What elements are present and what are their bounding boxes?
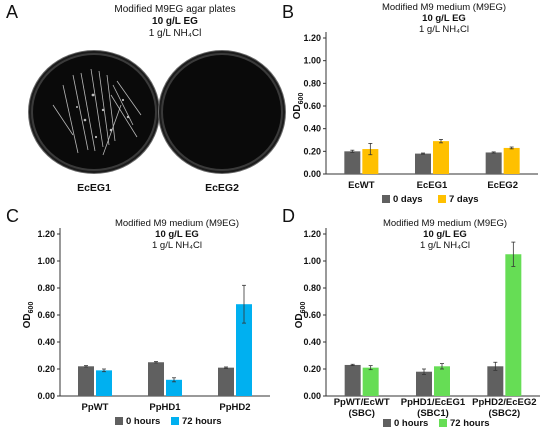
- plate-label-ecEG1: EcEG1: [77, 182, 111, 194]
- y-tick-label: 0.60: [303, 310, 321, 320]
- agar-plate-ecEG2: [163, 55, 281, 169]
- chart-title-line: 1 g/L NH₄Cl: [420, 240, 470, 251]
- bar: [362, 367, 379, 396]
- chart-b: Modified M9 medium (M9EG)10 g/L EG1 g/L …: [292, 2, 538, 205]
- chart-title-line: 1 g/L NH₄Cl: [419, 24, 469, 35]
- y-tick-label: 0.20: [37, 364, 55, 374]
- legend-swatch: [383, 419, 391, 427]
- chart-title-line: 10 g/L EG: [155, 229, 199, 240]
- x-category-label: (SBC1): [417, 408, 449, 419]
- y-axis-label-sub: 600: [300, 302, 307, 314]
- bar: [434, 366, 450, 396]
- bar: [433, 141, 449, 174]
- bar: [416, 371, 432, 396]
- y-tick-label: 0.40: [303, 337, 321, 347]
- x-category-label: PpHD2/EcEG2: [472, 397, 536, 408]
- x-category-label: PpWT/EcWT: [334, 397, 390, 408]
- bar: [78, 366, 94, 396]
- panel-letter-b: B: [282, 2, 295, 22]
- y-axis-label-sub: 600: [28, 302, 35, 314]
- plate-title: Modified M9EG agar plates 10 g/L EG 1 g/…: [60, 4, 290, 40]
- y-tick-label: 1.00: [303, 256, 321, 266]
- x-category-label: EcWT: [348, 180, 375, 191]
- legend-swatch: [115, 417, 123, 425]
- colony-streaks: [52, 68, 142, 156]
- y-tick-label: 0.00: [303, 169, 321, 179]
- legend-label: 0 days: [393, 194, 423, 205]
- x-category-label: PpHD1/EcEG1: [401, 397, 466, 408]
- y-tick-label: 1.20: [303, 229, 321, 239]
- panel-letter-c: C: [6, 206, 19, 226]
- chart-title-line: Modified M9 medium (M9EG): [115, 218, 239, 229]
- chart-title-line: Modified M9 medium (M9EG): [383, 218, 507, 229]
- panel-letter-d: D: [282, 206, 295, 226]
- legend-swatch: [382, 195, 390, 203]
- legend-swatch: [171, 417, 179, 425]
- y-tick-label: 1.20: [303, 33, 321, 43]
- plate-label-ecEG2: EcEG2: [205, 182, 239, 194]
- bar: [485, 152, 502, 174]
- y-tick-label: 0.80: [37, 283, 55, 293]
- legend-swatch: [439, 419, 447, 427]
- panel-letter-a: A: [6, 2, 19, 22]
- y-tick-label: 1.00: [37, 256, 55, 266]
- x-category-label: PpHD2: [219, 402, 250, 413]
- x-category-label: PpWT: [82, 402, 109, 413]
- y-tick-label: 0.40: [303, 124, 321, 134]
- bar: [503, 147, 520, 174]
- chart-title-line: Modified M9 medium (M9EG): [382, 2, 506, 13]
- bar: [344, 364, 361, 396]
- x-category-label: EcEG1: [417, 180, 448, 191]
- bar: [415, 153, 431, 174]
- legend-label: 0 hours: [394, 418, 428, 429]
- legend-label: 0 hours: [126, 416, 160, 427]
- y-tick-label: 0.80: [303, 78, 321, 88]
- bar: [505, 254, 522, 396]
- y-axis-label-main: OD: [294, 313, 305, 328]
- y-tick-label: 0.00: [37, 391, 55, 401]
- x-category-label: EcEG2: [487, 180, 518, 191]
- y-tick-label: 0.40: [37, 337, 55, 347]
- x-category-label: (SBC2): [488, 408, 520, 419]
- y-tick-label: 0.20: [303, 146, 321, 156]
- plate-title-line2: 10 g/L EG: [152, 16, 198, 27]
- chart-title-line: 10 g/L EG: [423, 229, 467, 240]
- y-axis-label: OD600: [292, 93, 305, 120]
- y-axis-label: OD600: [294, 302, 307, 329]
- bar: [148, 362, 164, 396]
- y-tick-label: 1.00: [303, 56, 321, 66]
- bar: [218, 367, 234, 396]
- agar-plate-ecEG1: [33, 55, 155, 169]
- y-tick-label: 0.20: [303, 364, 321, 374]
- bar: [96, 370, 112, 396]
- bar: [236, 304, 252, 396]
- y-tick-label: 0.80: [303, 283, 321, 293]
- y-axis-label-main: OD: [22, 313, 33, 328]
- bar: [166, 379, 182, 396]
- bar: [344, 151, 361, 174]
- y-axis-label: OD600: [22, 302, 35, 329]
- x-category-label: PpHD1: [149, 402, 181, 413]
- legend-label: 7 days: [449, 194, 479, 205]
- x-category-label: (SBC): [348, 408, 374, 419]
- y-tick-label: 0.00: [303, 391, 321, 401]
- y-axis-label-main: OD: [292, 104, 303, 119]
- bar: [487, 366, 504, 396]
- legend-label: 72 hours: [450, 418, 490, 429]
- chart-title-line: 1 g/L NH₄Cl: [152, 240, 202, 251]
- legend-swatch: [438, 195, 446, 203]
- y-tick-label: 0.60: [303, 101, 321, 111]
- chart-d: Modified M9 medium (M9EG)10 g/L EG1 g/L …: [294, 218, 540, 429]
- y-axis-label-sub: 600: [298, 93, 305, 105]
- y-tick-label: 1.20: [37, 229, 55, 239]
- plate-title-line1: Modified M9EG agar plates: [114, 4, 236, 15]
- chart-c: Modified M9 medium (M9EG)10 g/L EG1 g/L …: [22, 218, 270, 427]
- y-tick-label: 0.60: [37, 310, 55, 320]
- plate-title-line3: 1 g/L NH₄Cl: [148, 28, 202, 39]
- chart-title-line: 10 g/L EG: [422, 13, 466, 24]
- bar: [362, 149, 379, 174]
- legend-label: 72 hours: [182, 416, 222, 427]
